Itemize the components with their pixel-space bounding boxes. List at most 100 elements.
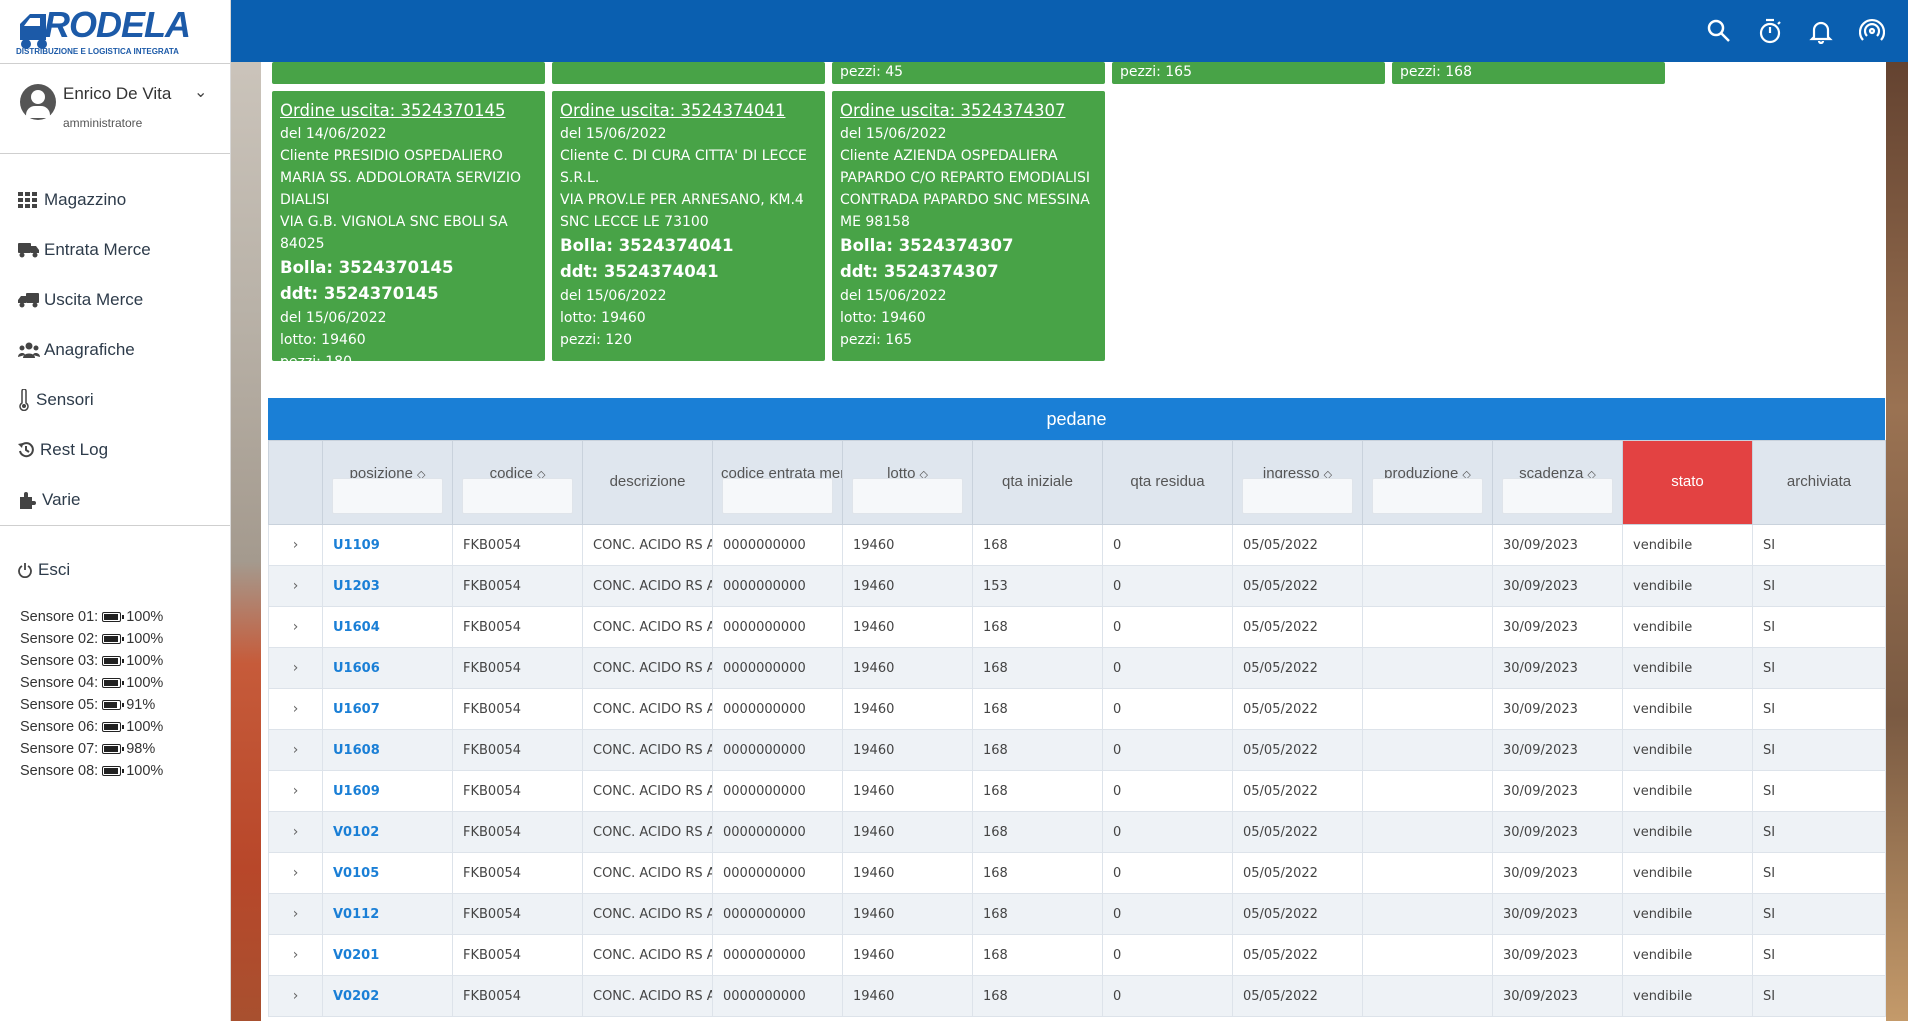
column-filter-input[interactable] xyxy=(852,478,963,514)
user-panel[interactable]: Enrico De Vita amministratore ⌄ xyxy=(0,64,230,154)
nav-item-uscita-merce[interactable]: Uscita Merce xyxy=(0,268,230,318)
search-icon[interactable] xyxy=(1706,18,1732,44)
chevron-down-icon[interactable]: ⌄ xyxy=(194,84,208,101)
expand-row-icon[interactable]: › xyxy=(268,647,323,689)
sort-icon[interactable]: ◇ xyxy=(1462,468,1471,481)
table-header-row: posizione ◇ codice ◇ descrizione codice entra… xyxy=(268,440,1886,525)
order-card[interactable] xyxy=(552,62,825,84)
order-title-link[interactable]: Ordine uscita: 3524370145 xyxy=(280,101,506,120)
order-client: Cliente AZIENDA OSPEDALIERA PAPARDO C/O … xyxy=(840,148,1090,186)
position-link[interactable]: V0202 xyxy=(322,975,453,1017)
order-ddt-date: del 15/06/2022 xyxy=(280,310,387,326)
column-header[interactable]: codice ◇ xyxy=(452,440,583,525)
order-card[interactable]: pezzi: 165 xyxy=(1112,62,1385,84)
column-filter-input[interactable] xyxy=(1242,478,1353,514)
nav-item-sensori[interactable]: Sensori xyxy=(0,368,230,418)
order-title-link[interactable]: Ordine uscita: 3524374307 xyxy=(840,101,1066,120)
nav-item-rest-log[interactable]: Rest Log xyxy=(0,418,230,468)
order-card[interactable]: Ordine uscita: 3524374307 del 15/06/2022… xyxy=(832,91,1105,361)
expand-row-icon[interactable]: › xyxy=(268,975,323,1017)
column-filter-input[interactable] xyxy=(1502,478,1613,514)
nav-item-entrata-merce[interactable]: Entrata Merce xyxy=(0,218,230,268)
position-link[interactable]: V0105 xyxy=(322,852,453,894)
column-header[interactable]: lotto ◇ xyxy=(842,440,973,525)
position-link[interactable]: U1606 xyxy=(322,647,453,689)
sort-icon[interactable]: ◇ xyxy=(1323,468,1333,481)
sort-icon[interactable]: ◇ xyxy=(1587,468,1596,481)
timer-icon[interactable] xyxy=(1757,18,1783,44)
order-card[interactable] xyxy=(272,62,545,84)
table-cell: 05/05/2022 xyxy=(1232,852,1363,894)
column-filter-input[interactable] xyxy=(462,478,573,514)
column-filter-input[interactable] xyxy=(722,478,833,514)
order-card[interactable]: Ordine uscita: 3524374041 del 15/06/2022… xyxy=(552,91,825,361)
expand-row-icon[interactable]: › xyxy=(268,770,323,812)
logo[interactable]: RODELA DISTRIBUZIONE E LOGISTICA INTEGRA… xyxy=(0,0,230,64)
table-cell: 19460 xyxy=(842,729,973,771)
expand-row-icon[interactable]: › xyxy=(268,852,323,894)
position-link[interactable]: U1609 xyxy=(322,770,453,812)
table-cell: FKB0054 xyxy=(452,688,583,730)
position-link[interactable]: U1607 xyxy=(322,688,453,730)
table-cell: SI xyxy=(1752,688,1886,730)
table-cell: SI xyxy=(1752,852,1886,894)
position-link[interactable]: V0112 xyxy=(322,893,453,935)
position-link[interactable]: U1608 xyxy=(322,729,453,771)
table-cell: 0 xyxy=(1102,770,1233,812)
column-header[interactable]: ingresso ◇ xyxy=(1232,440,1363,525)
table-cell: 0 xyxy=(1102,565,1233,607)
position-link[interactable]: V0102 xyxy=(322,811,453,853)
column-header[interactable]: posizione ◇ xyxy=(322,440,453,525)
expand-row-icon[interactable]: › xyxy=(268,524,323,566)
table-cell: CONC. ACIDO RS A16 xyxy=(582,811,713,853)
order-card[interactable]: pezzi: 45 xyxy=(832,62,1105,84)
column-filter-input[interactable] xyxy=(332,478,443,514)
expand-row-icon[interactable]: › xyxy=(268,565,323,607)
sort-icon[interactable]: ◇ xyxy=(919,468,928,481)
expand-row-icon[interactable]: › xyxy=(268,688,323,730)
nav-item-anagrafiche[interactable]: Anagrafiche xyxy=(0,318,230,368)
bell-icon[interactable] xyxy=(1808,18,1834,45)
column-header-label: descrizione xyxy=(591,473,704,490)
order-card[interactable]: Ordine uscita: 3524370145 del 14/06/2022… xyxy=(272,91,545,370)
table-cell: SI xyxy=(1752,934,1886,976)
nav-label: Rest Log xyxy=(40,440,109,459)
column-filter-input[interactable] xyxy=(1372,478,1483,514)
expand-row-icon[interactable]: › xyxy=(268,934,323,976)
logout-button[interactable]: Esci xyxy=(0,526,230,586)
column-header[interactable]: produzione ◇ xyxy=(1362,440,1493,525)
table-cell: FKB0054 xyxy=(452,606,583,648)
position-link[interactable]: U1604 xyxy=(322,606,453,648)
sort-icon[interactable]: ◇ xyxy=(536,468,546,481)
order-title-link[interactable]: Ordine uscita: 3524374041 xyxy=(560,101,786,120)
column-header[interactable]: scadenza ◇ xyxy=(1492,440,1623,525)
expand-row-icon[interactable]: › xyxy=(268,729,323,771)
table-cell: 05/05/2022 xyxy=(1232,934,1363,976)
position-link[interactable]: U1109 xyxy=(322,524,453,566)
nav-item-magazzino[interactable]: Magazzino xyxy=(0,168,230,218)
position-link[interactable]: U1203 xyxy=(322,565,453,607)
broadcast-icon[interactable] xyxy=(1858,18,1886,44)
nav-item-varie[interactable]: Varie xyxy=(0,468,230,518)
expand-row-icon[interactable]: › xyxy=(268,606,323,648)
expand-row-icon[interactable]: › xyxy=(268,893,323,935)
sort-icon[interactable]: ◇ xyxy=(416,468,426,481)
table-cell: CONC. ACIDO RS A16 xyxy=(582,688,713,730)
position-link[interactable]: V0201 xyxy=(322,934,453,976)
table-cell: CONC. ACIDO RS A16 xyxy=(582,565,713,607)
order-lotto: lotto: 19460 xyxy=(840,310,926,326)
order-card[interactable]: pezzi: 168 xyxy=(1392,62,1665,84)
expand-row-icon[interactable]: › xyxy=(268,811,323,853)
